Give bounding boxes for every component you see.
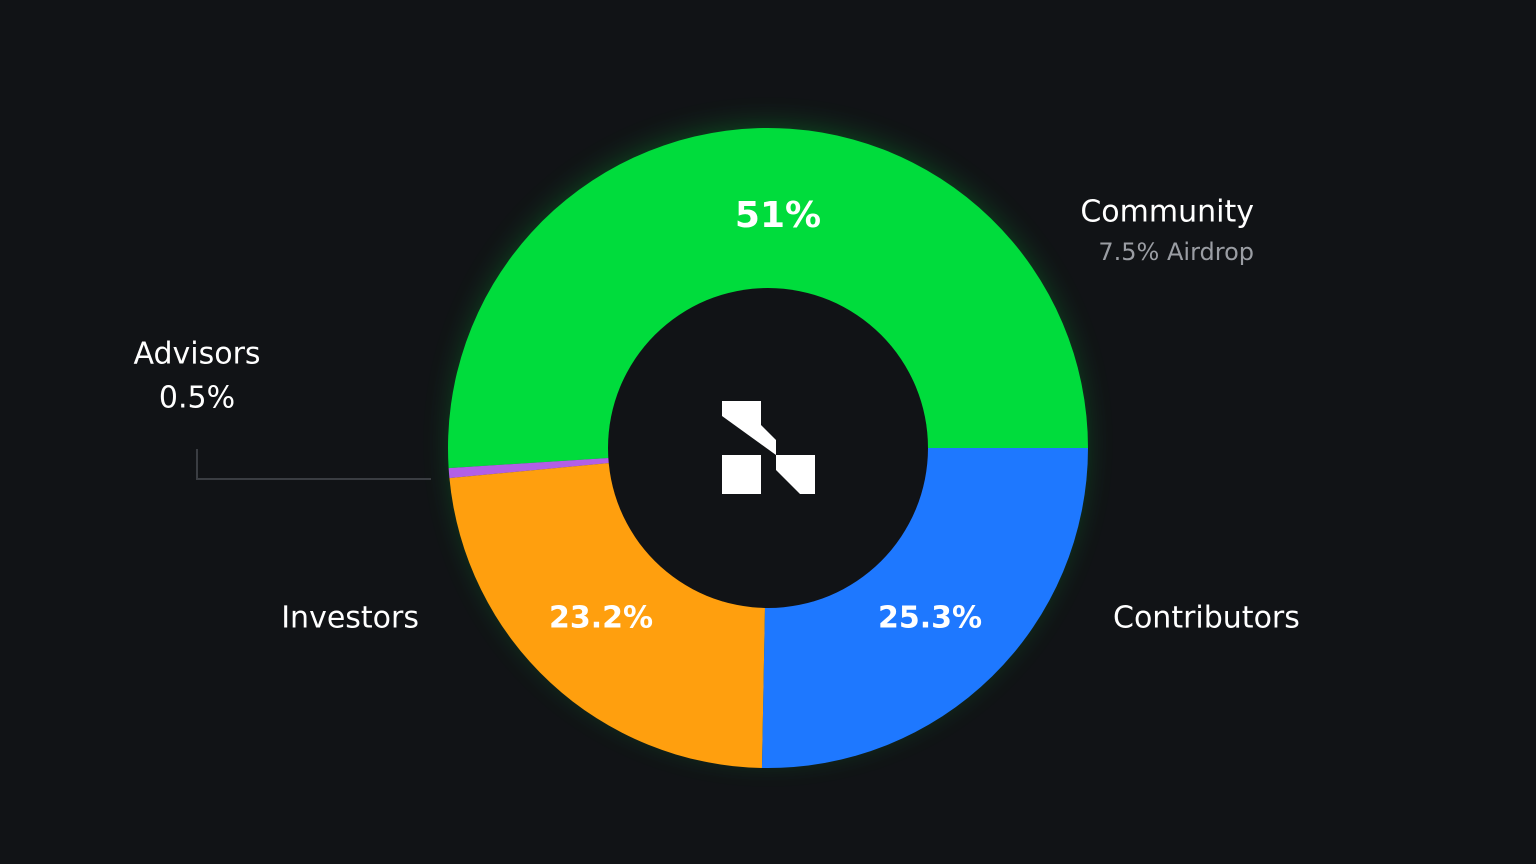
- community-note: 7.5% Airdrop: [1098, 238, 1254, 266]
- brand-logo-icon: [722, 401, 815, 494]
- value-label-investors: 23.2%: [549, 601, 653, 636]
- value-label-contributors: 25.3%: [878, 601, 982, 636]
- category-label-advisors: Advisors: [133, 337, 260, 372]
- category-label-investors: Investors: [281, 601, 419, 636]
- advisors-leader-line: [196, 449, 431, 480]
- category-label-contributors: Contributors: [1113, 601, 1300, 636]
- category-label-community: Community: [1080, 195, 1254, 230]
- value-label-advisors: 0.5%: [159, 381, 235, 416]
- value-label-community: 51%: [735, 195, 821, 236]
